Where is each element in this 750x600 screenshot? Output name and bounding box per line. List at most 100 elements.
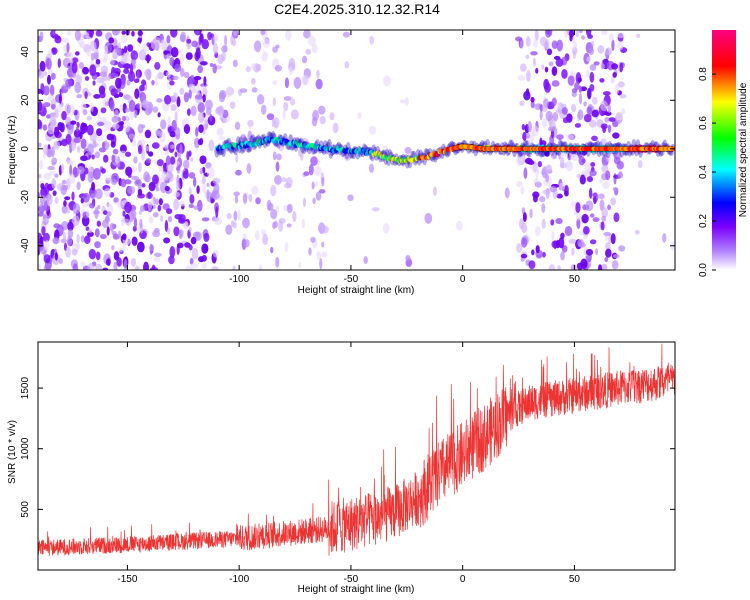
heatmap-cell: [281, 177, 287, 183]
heatmap-cell: [555, 217, 563, 225]
y-tick-label: 500: [20, 501, 31, 518]
heatmap-cell: [120, 216, 125, 227]
x-tick-label: -150: [117, 574, 137, 585]
y-tick-label: 40: [20, 46, 31, 58]
heatmap-cell: [610, 197, 617, 206]
heatmap-cell: [258, 264, 263, 270]
heatmap-cell: [154, 75, 159, 87]
heatmap-cell: [556, 134, 564, 140]
heatmap-cell: [517, 74, 526, 81]
heatmap-cell: [275, 205, 280, 213]
heatmap-cell: [151, 142, 160, 149]
heatmap-cell: [167, 215, 173, 223]
heatmap-cell: [572, 50, 576, 60]
heatmap-cell: [592, 217, 600, 223]
heatmap-cell: [61, 37, 69, 43]
heatmap-cell: [583, 113, 592, 123]
heatmap-cell: [541, 218, 546, 230]
heatmap-cell: [311, 181, 315, 190]
heatmap-cell: [305, 48, 312, 55]
heatmap-cell: [546, 48, 553, 56]
heatmap-cell: [119, 144, 127, 154]
heatmap-cell: [152, 159, 157, 164]
heatmap-cell: [273, 117, 280, 129]
heatmap-cell: [128, 133, 136, 140]
heatmap-cell: [209, 113, 213, 122]
heatmap-cell: [119, 104, 124, 111]
heatmap-cell: [261, 51, 268, 62]
heatmap-cell: [183, 123, 191, 135]
heatmap-cell: [614, 84, 620, 95]
heatmap-cell: [604, 30, 608, 36]
heatmap-cell: [188, 226, 192, 233]
heatmap-cell: [404, 97, 409, 106]
heatmap-cell: [619, 62, 624, 73]
heatmap-cell: [160, 215, 164, 222]
heatmap-cell: [619, 93, 627, 99]
heatmap-cell: [77, 146, 81, 153]
heatmap-cell: [551, 40, 558, 50]
heatmap-cell: [182, 159, 190, 170]
heatmap-cell: [525, 132, 531, 139]
heatmap-cell: [39, 159, 44, 170]
heatmap-cell: [242, 193, 248, 205]
heatmap-cell: [278, 219, 284, 232]
heatmap-cell: [51, 30, 56, 36]
heatmap-cell: [560, 156, 565, 169]
heatmap-cell: [106, 76, 111, 81]
heatmap-cell: [589, 239, 597, 245]
heatmap-cell: [321, 176, 325, 187]
heatmap-cell: [167, 227, 171, 235]
heatmap-cell: [586, 30, 592, 37]
heatmap-cell: [103, 187, 112, 198]
heatmap-cell: [593, 61, 600, 66]
heatmap-cell: [95, 58, 101, 65]
heatmap-cell: [202, 94, 206, 103]
heatmap-cell: [589, 119, 597, 128]
heatmap-cell: [528, 260, 536, 270]
heatmap-cell: [302, 197, 307, 208]
heatmap-cell: [53, 141, 61, 150]
heatmap-cell: [122, 233, 127, 241]
heatmap-cell: [316, 251, 322, 261]
heatmap-cell: [303, 30, 311, 39]
heatmap-cell: [607, 103, 611, 114]
heatmap-cell: [589, 84, 595, 92]
heatmap-cell: [166, 53, 171, 59]
heatmap-cell: [112, 148, 119, 155]
heatmap-cell: [51, 161, 56, 166]
heatmap-cell: [89, 64, 97, 77]
heatmap-cell: [91, 41, 97, 53]
heatmap-cell: [139, 218, 143, 229]
heatmap-cell: [272, 151, 277, 161]
heatmap-cell: [160, 39, 168, 51]
heatmap-cell: [144, 129, 152, 139]
heatmap-cell: [196, 185, 200, 195]
heatmap-cell: [552, 112, 559, 122]
heatmap-cell: [47, 49, 53, 58]
heatmap-cell: [133, 217, 138, 229]
heatmap-cell: [551, 66, 558, 76]
heatmap-cell: [173, 226, 180, 237]
heatmap-cell: [285, 30, 292, 41]
heatmap-cell: [221, 45, 228, 53]
heatmap-cell: [312, 197, 316, 205]
heatmap-cell: [578, 85, 583, 93]
heatmap-cell: [198, 112, 205, 124]
heatmap-cell: [521, 124, 526, 131]
heatmap-cell: [136, 70, 140, 81]
heatmap-cell: [42, 213, 48, 219]
x-tick-label: -50: [344, 574, 359, 585]
heatmap-cell: [108, 37, 115, 44]
heatmap-cell: [39, 194, 46, 205]
heatmap-cell: [602, 181, 611, 189]
heatmap-cell: [137, 188, 143, 196]
heatmap-cell: [143, 261, 150, 270]
heatmap-cell: [636, 33, 641, 39]
heatmap-cell: [580, 258, 588, 270]
heatmap-cell: [266, 113, 275, 121]
heatmap-cell: [139, 84, 145, 92]
heatmap-cell: [604, 116, 610, 123]
heatmap-cell: [569, 34, 573, 42]
heatmap-cell: [212, 63, 217, 74]
